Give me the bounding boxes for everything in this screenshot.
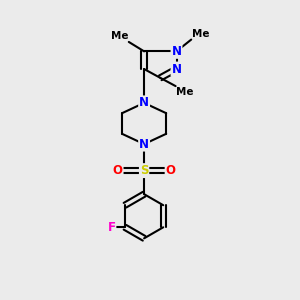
Text: Me: Me xyxy=(192,29,209,39)
Text: F: F xyxy=(107,221,116,234)
Text: Me: Me xyxy=(176,87,194,97)
Text: S: S xyxy=(140,164,148,177)
Text: O: O xyxy=(166,164,176,177)
Text: N: N xyxy=(139,138,149,151)
Text: N: N xyxy=(172,45,182,58)
Text: O: O xyxy=(112,164,123,177)
Text: Me: Me xyxy=(111,31,128,41)
Text: N: N xyxy=(172,62,182,76)
Text: N: N xyxy=(139,96,149,110)
